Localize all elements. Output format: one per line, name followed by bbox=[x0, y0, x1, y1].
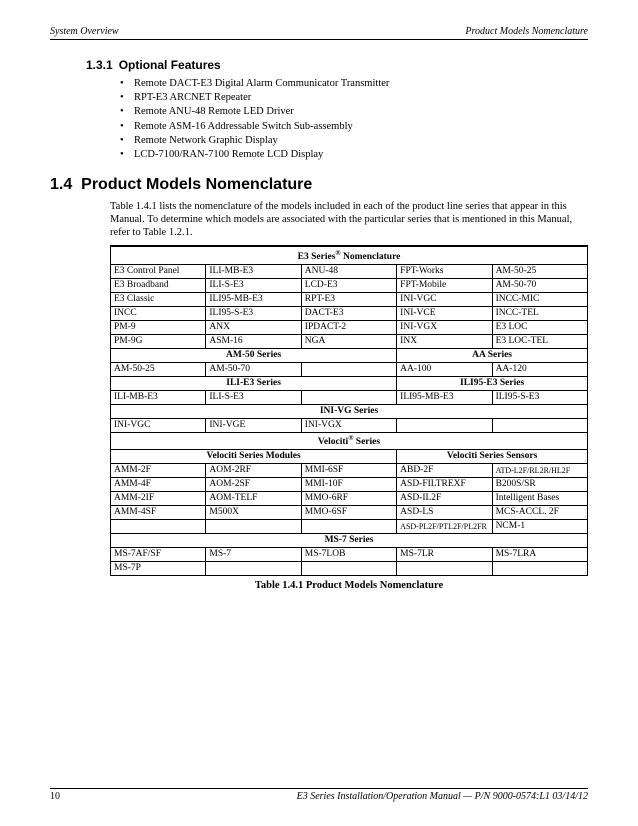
table-row: AMM-4FAOM-2SFMMI-10FASD-FILTREXFB200S/SR bbox=[111, 477, 588, 491]
table-row: E3 ClassicILI95-MB-E3RPT-E3INI-VGCINCC-M… bbox=[111, 292, 588, 306]
list-item: Remote DACT-E3 Digital Alarm Communicato… bbox=[120, 77, 588, 91]
table-caption: Table 1.4.1 Product Models Nomenclature bbox=[110, 580, 588, 591]
table-row: E3 Control PanelILI-MB-E3ANU-48FPT-Works… bbox=[111, 264, 588, 278]
page-number: 10 bbox=[50, 791, 60, 802]
table-row: MS-7P bbox=[111, 561, 588, 575]
list-item: Remote Network Graphic Display bbox=[120, 134, 588, 148]
table-header-aa: AA Series bbox=[397, 348, 588, 362]
table-row: MS-7AF/SFMS-7MS-7LOBMS-7LRMS-7LRA bbox=[111, 547, 588, 561]
table-row: AMM-2FAOM-2RFMMI-6SFABD-2FATD-L2F/RL2R/H… bbox=[111, 463, 588, 477]
table-header-velociti: Velociti® Series bbox=[111, 432, 588, 449]
list-item: LCD-7100/RAN-7100 Remote LCD Display bbox=[120, 148, 588, 162]
table-header-e3: E3 Series® Nomenclature bbox=[111, 246, 588, 264]
table-row: ILI-MB-E3ILI-S-E3ILI95-MB-E3ILI95-S-E3 bbox=[111, 390, 588, 404]
page-header: System Overview Product Models Nomenclat… bbox=[50, 26, 588, 40]
table-header-inivg: INI-VG Series bbox=[111, 404, 588, 418]
section-131-heading: 1.3.1 Optional Features bbox=[86, 58, 588, 73]
footer-right: E3 Series Installation/Operation Manual … bbox=[297, 791, 588, 802]
optional-features-list: Remote DACT-E3 Digital Alarm Communicato… bbox=[120, 77, 588, 162]
section-14-heading: 1.4 Product Models Nomenclature bbox=[50, 176, 588, 194]
table-row: ASD-PL2F/PTL2F/PL2FRNCM-1 bbox=[111, 519, 588, 533]
intro-paragraph: Table 1.4.1 lists the nomenclature of th… bbox=[110, 200, 588, 239]
table-row: PM-9ANXIPDACT-2INI-VGXE3 LOC bbox=[111, 320, 588, 334]
table-row: AM-50-25AM-50-70AA-100AA-120 bbox=[111, 362, 588, 376]
table-header-ilie3: ILI-E3 Series bbox=[111, 376, 397, 390]
list-item: Remote ANU-48 Remote LED Driver bbox=[120, 105, 588, 119]
header-left: System Overview bbox=[50, 26, 119, 37]
table-row: PM-9GASM-16NGAINXE3 LOC-TEL bbox=[111, 334, 588, 348]
table-header-ili95: ILI95-E3 Series bbox=[397, 376, 588, 390]
table-row: INCCILI95-S-E3DACT-E3INI-VCEINCC-TEL bbox=[111, 306, 588, 320]
table-header-ms7: MS-7 Series bbox=[111, 533, 588, 547]
table-row: INI-VGCINI-VGEINI-VGX bbox=[111, 418, 588, 432]
table-header-velmod: Velociti Series Modules bbox=[111, 449, 397, 463]
page-footer: 10 E3 Series Installation/Operation Manu… bbox=[50, 788, 588, 802]
list-item: RPT-E3 ARCNET Repeater bbox=[120, 91, 588, 105]
nomenclature-table: E3 Series® Nomenclature E3 Control Panel… bbox=[110, 245, 588, 575]
table-header-velsen: Velociti Series Sensors bbox=[397, 449, 588, 463]
table-row: E3 BroadbandILI-S-E3LCD-E3FPT-MobileAM-5… bbox=[111, 278, 588, 292]
table-row: AMM-4SFM500XMMO-6SFASD-LSMCS-ACCL. 2F bbox=[111, 505, 588, 519]
table-row: AMM-2IFAOM-TELFMMO-6RFASD-IL2FIntelligen… bbox=[111, 491, 588, 505]
header-right: Product Models Nomenclature bbox=[465, 26, 588, 37]
list-item: Remote ASM-16 Addressable Switch Sub-ass… bbox=[120, 120, 588, 134]
table-header-am50: AM-50 Series bbox=[111, 348, 397, 362]
